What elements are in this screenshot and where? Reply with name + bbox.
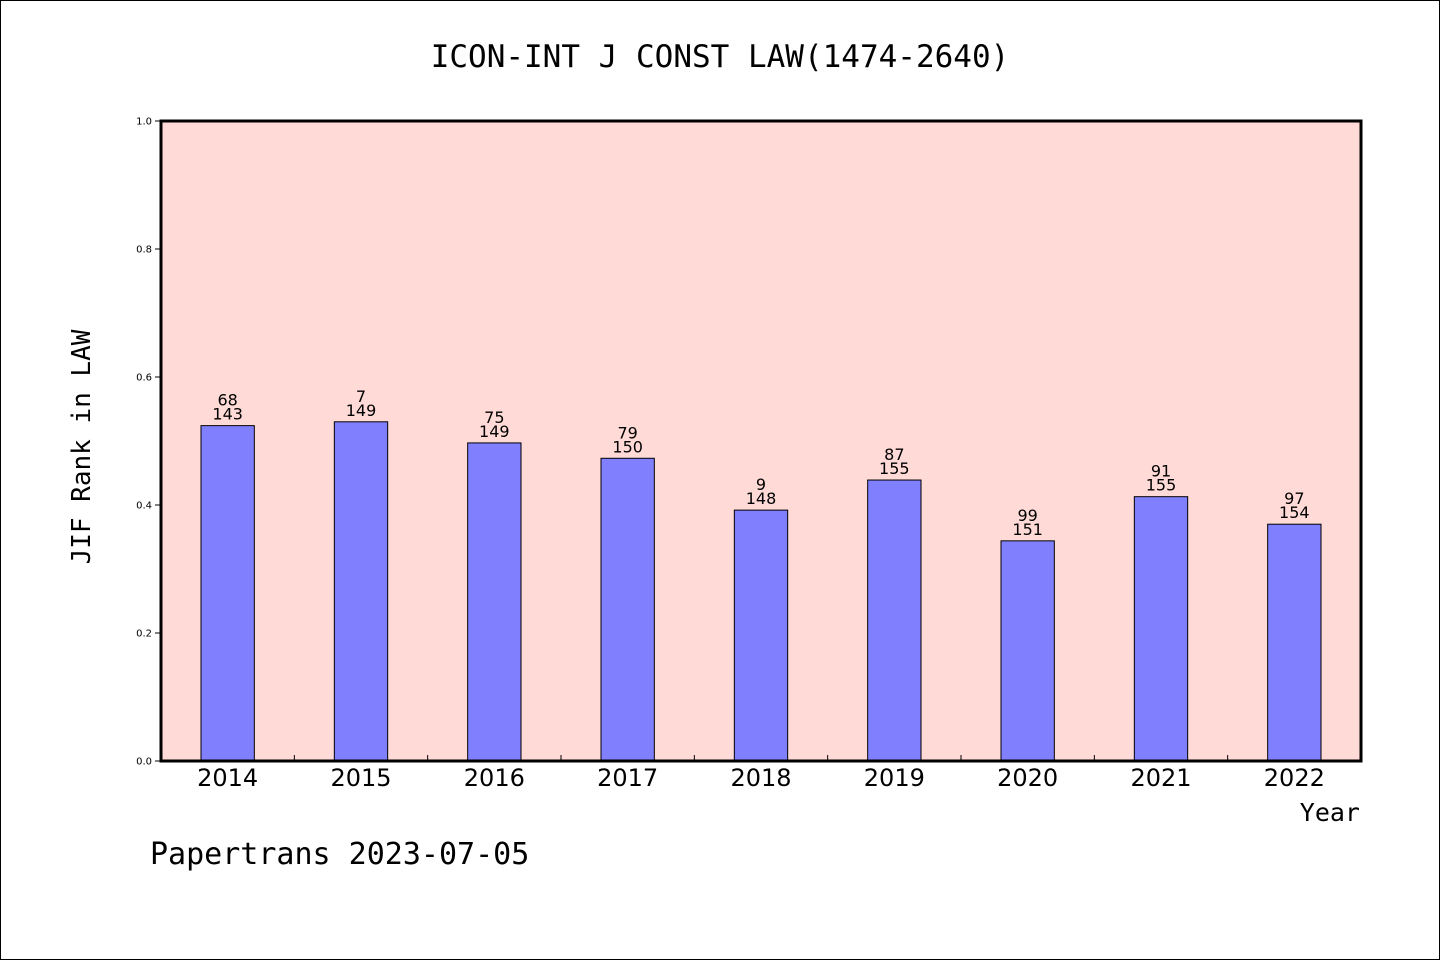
bar-2019 <box>867 479 922 762</box>
bar-2015 <box>333 421 389 762</box>
bar-2020 <box>1000 540 1055 762</box>
x-tick-label-2022: 2022 <box>1264 764 1325 792</box>
bar-label-bottom-2019: 155 <box>879 459 910 478</box>
x-tick-label-2017: 2017 <box>597 764 658 792</box>
y-axis-label: JIF Rank in LAW <box>67 329 97 564</box>
bar-label-top-2021: 91 <box>1151 462 1171 481</box>
bar-label-bottom-2020: 151 <box>1012 520 1043 539</box>
bar-2018 <box>733 509 789 762</box>
x-tick-label-2015: 2015 <box>330 764 391 792</box>
y-tick-label: 0.6 <box>136 373 152 384</box>
x-tick-label-2014: 2014 <box>197 764 258 792</box>
y-axis: 0.0 0.2 0.4 0.6 0.8 1.0 <box>136 117 161 768</box>
x-tick-label-2020: 2020 <box>997 764 1058 792</box>
plot-frame <box>159 119 1363 763</box>
y-tick-label: 0.4 <box>136 501 152 512</box>
bar-label-bottom-2014: 143 <box>212 405 243 424</box>
x-axis: 2014 2015 2016 2017 2018 2019 2020 2021 2022 <box>197 755 1325 792</box>
footer-credit: Papertrans 2023-07-05 <box>150 837 529 872</box>
x-axis-label: Year <box>1300 798 1360 827</box>
bar-label-top-2017: 79 <box>617 423 637 442</box>
bar-2016 <box>467 442 522 762</box>
x-tick-label-2016: 2016 <box>464 764 525 792</box>
bar-label-top-2020: 99 <box>1017 506 1037 525</box>
x-tick-label-2018: 2018 <box>730 764 791 792</box>
y-tick-label: 0.8 <box>136 245 152 256</box>
bar-label-top-2022: 97 <box>1284 489 1304 508</box>
bar-label-bottom-2021: 155 <box>1146 476 1177 495</box>
bar-label-top-2014: 68 <box>217 391 237 410</box>
bar-label-top-2019: 87 <box>884 445 904 464</box>
y-tick-label: 1.0 <box>136 117 152 128</box>
bar-label-bottom-2016: 149 <box>479 422 510 441</box>
y-tick-label: 0.2 <box>136 629 152 640</box>
bar-label-top-2016: 75 <box>484 408 504 427</box>
bar-2017 <box>600 457 655 762</box>
bar-2022 <box>1267 523 1322 762</box>
x-tick-label-2019: 2019 <box>864 764 925 792</box>
chart-title: ICON-INT J CONST LAW(1474-2640) <box>431 39 1010 75</box>
x-tick-label-2021: 2021 <box>1130 764 1191 792</box>
bar-label-bottom-2015: 149 <box>346 401 377 420</box>
bar-2014 <box>200 425 255 762</box>
bar-label-bottom-2018: 148 <box>746 489 777 508</box>
bar-label-bottom-2022: 154 <box>1279 503 1310 522</box>
bar-label-bottom-2017: 150 <box>612 437 643 456</box>
bar-2021 <box>1133 496 1189 762</box>
bar-label-top-2015: 7 <box>356 387 366 406</box>
bar-label-top-2018: 9 <box>756 475 766 494</box>
y-tick-label: 0.0 <box>136 757 152 768</box>
